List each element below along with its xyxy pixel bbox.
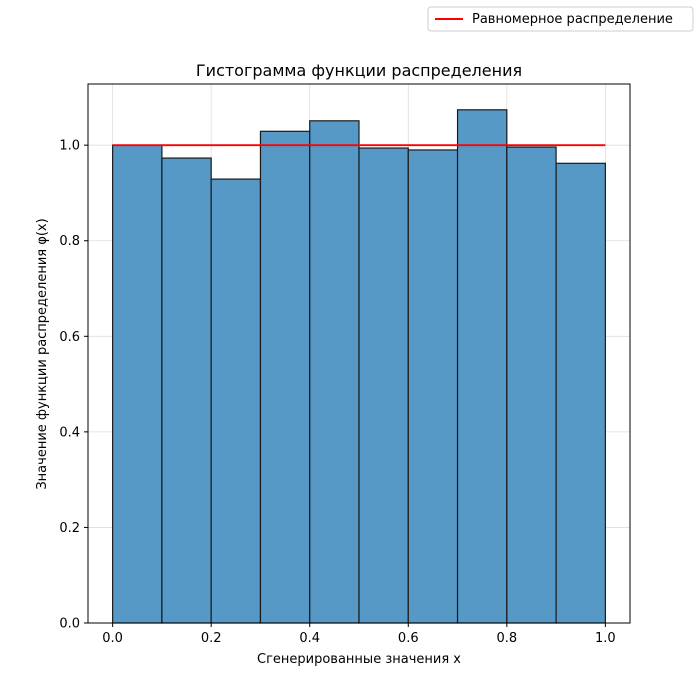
histogram-bar: [358, 147, 409, 624]
legend: Равномерное распределение: [427, 6, 694, 32]
ticks-layer: 0.0 0.2 0.4 0.6 0.8 1.0 0.0 0.2 0.4 0.6 0.8 1.0: [59, 139, 615, 646]
plot-frame: [87, 83, 631, 624]
y-axis-label: Значение функции распределения φ(x): [35, 218, 50, 489]
histogram-bar: [210, 178, 262, 624]
histogram-bar: [309, 120, 360, 624]
histogram-bar: [161, 157, 212, 624]
x-tick-label: 0.8: [496, 631, 517, 646]
histogram-bar: [456, 109, 508, 624]
x-tick-label: 0.6: [398, 631, 419, 646]
legend-box: [427, 6, 694, 32]
y-tick-label: 0.2: [59, 521, 80, 536]
x-tick-label: 0.4: [299, 631, 320, 646]
histogram-bar: [407, 149, 459, 624]
y-tick-label: 0.0: [59, 617, 80, 632]
legend-label: Равномерное распределение: [472, 12, 673, 27]
y-tick-label: 0.8: [59, 234, 80, 249]
bars-layer: [112, 109, 606, 624]
histogram-bar: [259, 130, 311, 624]
histogram-bar: [506, 146, 557, 624]
y-tick-label: 1.0: [59, 139, 80, 154]
x-tick-label: 0.2: [201, 631, 222, 646]
x-tick-label: 1.0: [595, 631, 616, 646]
histogram-bar: [555, 162, 606, 624]
y-tick-label: 0.4: [59, 425, 80, 440]
histogram-bar: [112, 144, 163, 624]
y-tick-label: 0.6: [59, 330, 80, 345]
chart-title: Гистограмма функции распределения: [196, 61, 522, 80]
x-axis-label: Сгенерированные значения x: [257, 652, 461, 667]
x-tick-label: 0.0: [102, 631, 123, 646]
